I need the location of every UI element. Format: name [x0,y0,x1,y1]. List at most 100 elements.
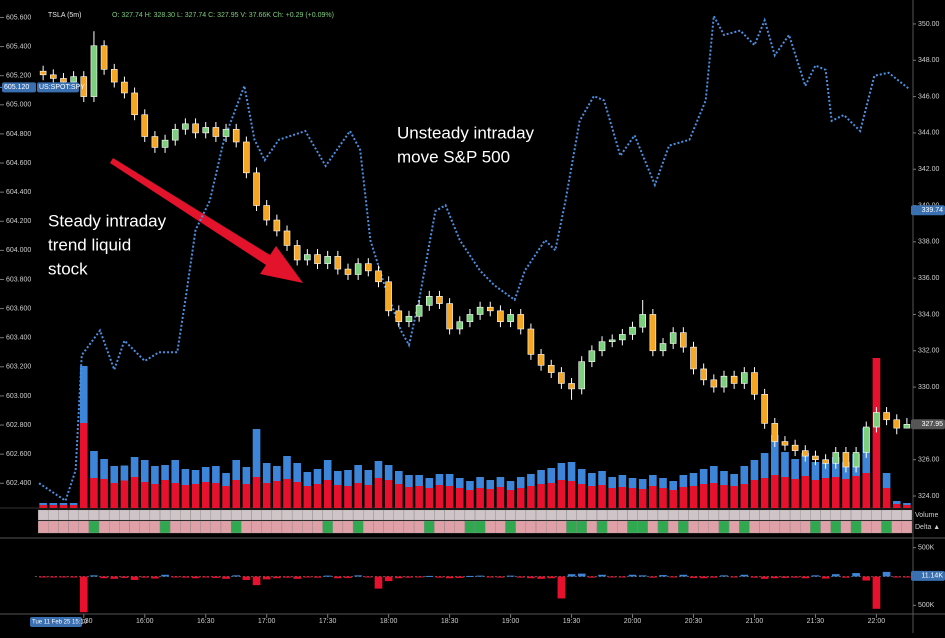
candle-body [649,314,657,352]
volume-strip [190,509,201,521]
volume-strip [474,509,486,521]
delta-strip [647,520,659,534]
delta-bar [445,576,454,579]
y-tick-label: 605.200 [6,73,31,80]
volume-sell [852,476,860,508]
delta-bar [455,576,464,578]
volume-buy [791,459,799,479]
candle-body [730,375,738,384]
delta-strip [200,520,211,534]
volume-strip [210,509,222,521]
volume-buy [608,477,617,488]
volume-sell [689,486,698,508]
candle-body [334,256,342,270]
volume-sell [171,483,180,508]
volume-buy [750,460,759,480]
price-tag: 327.95 [922,421,944,428]
candle-body [578,361,586,390]
delta-bar [750,576,759,578]
volume-buy [527,474,535,486]
volume-sell [781,477,789,508]
volume-sell [740,484,749,508]
delta-strip [830,520,841,534]
volume-strip [840,509,852,521]
volume-sell [791,479,799,508]
delta-bar [151,576,159,579]
volume-sell [699,484,708,508]
y-tick-label: 602.400 [6,480,31,487]
annotation: trend liquid [48,235,131,254]
volume-sell [811,480,820,508]
volume-strip [231,509,242,521]
y-tick-label: 602.800 [6,422,31,429]
candle-body [883,412,890,421]
volume-buy [344,470,352,486]
delta-strip [48,520,59,534]
arrow [110,158,303,283]
delta-bar [39,576,47,578]
candle-body [121,81,128,94]
delta-strip [241,520,252,534]
delta-bar [171,576,180,578]
y-tick-label: 605.000 [6,102,31,109]
delta-bar [90,575,98,577]
delta-bar [466,575,474,577]
delta-strip [464,520,476,534]
volume-buy [537,470,545,484]
volume-strip [241,509,252,521]
candle-body [812,455,819,461]
volume-sell [801,476,810,508]
candle-body [801,450,809,457]
volume-sell [882,488,891,508]
volume-buy [781,452,789,477]
volume-strip [505,509,516,521]
delta-strip [353,520,364,534]
delta-strip [759,520,770,534]
volume-sell [577,484,586,508]
volume-sell [821,478,830,508]
volume-buy [69,503,78,505]
delta-strip [657,520,669,534]
delta-bar [374,576,383,589]
volume-buy [49,503,58,505]
volume-strip [454,509,465,521]
candle-body [669,332,677,344]
volume-buy [262,463,271,483]
x-tick-label: 20:00 [624,618,642,625]
volume-buy [710,466,718,483]
delta-bar [872,576,881,609]
volume-sell [394,484,403,508]
volume-buy [598,471,606,485]
delta-bar [699,576,708,579]
candle-body [60,78,67,83]
delta-strip [566,520,577,534]
volume-buy [415,475,423,486]
volume-sell [466,490,474,508]
delta-strip [302,520,313,534]
delta-strip [363,520,374,534]
delta-bar [181,576,190,578]
delta-strip [424,520,435,534]
candle-body [110,69,118,83]
candle-body [39,70,47,76]
delta-bar [862,576,871,581]
volume-buy [39,503,47,505]
delta-strip [525,520,537,534]
volume-buy [649,475,657,486]
candle-body [476,306,484,315]
volume-sell [69,505,78,508]
delta-strip [68,520,79,534]
symbol[interactable]: TSLA (5m) [48,12,81,19]
delta-bar [415,576,423,578]
volume-buy [455,478,464,488]
volume-strip [830,509,841,521]
volume-strip [627,509,638,521]
delta-bar [852,573,860,577]
volume-buy [679,475,688,487]
volume-sell [557,480,566,508]
delta-strip [393,520,404,534]
volume-strip [546,509,557,521]
candle-body [852,452,860,468]
delta-strip [58,520,69,534]
candle-body [283,230,291,246]
